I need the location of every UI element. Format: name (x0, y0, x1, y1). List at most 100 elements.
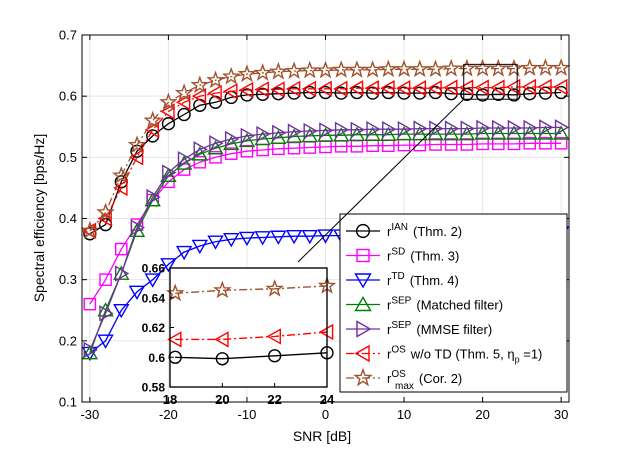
data-point (130, 219, 146, 236)
data-point (206, 70, 225, 89)
data-point (80, 220, 100, 239)
data-point (397, 120, 413, 138)
data-point (536, 58, 555, 76)
series-line (89, 67, 562, 232)
data-point (146, 188, 161, 206)
y-tick-label: 0.2 (59, 333, 77, 348)
inset-x-tick-label: 20 (215, 392, 229, 407)
legend-label-main: r (387, 322, 392, 337)
data-point (444, 138, 458, 151)
data-point (350, 121, 365, 139)
data-point (162, 164, 177, 181)
legend-label: rTD (Thm. 4) (387, 271, 459, 288)
data-point (300, 60, 320, 79)
data-point (143, 110, 162, 129)
data-point (507, 119, 523, 137)
data-point (128, 285, 146, 300)
data-point (160, 103, 175, 120)
data-point (473, 58, 492, 77)
inset-data-point (268, 349, 282, 363)
inset-series-line (175, 352, 328, 360)
data-point (284, 61, 304, 79)
data-point (364, 80, 379, 97)
data-point (97, 302, 114, 317)
x-tick-label: -10 (238, 407, 257, 422)
data-point (112, 165, 131, 184)
zoom-connector-line (297, 98, 465, 263)
data-point (221, 66, 241, 85)
data-point (83, 341, 98, 359)
data-point (238, 81, 254, 99)
y-tick-label: 0.4 (59, 211, 77, 226)
data-point (175, 245, 193, 261)
legend-label-main: r (387, 249, 392, 264)
inset-y-tick-label: 0.6 (148, 351, 165, 365)
legend-label-main: r (387, 371, 392, 386)
data-point (413, 120, 428, 137)
data-point (441, 58, 461, 77)
legend-marker (354, 295, 372, 312)
data-point (240, 127, 256, 145)
series-sep-4 (83, 119, 570, 359)
data-point (270, 81, 285, 98)
data-point (240, 144, 254, 158)
legend-label-rest: (Cor. 2) (419, 371, 462, 386)
data-point (458, 126, 476, 141)
data-point (333, 80, 348, 98)
data-point (492, 119, 507, 137)
data-point (193, 155, 207, 169)
inset-y-tick-label: 0.64 (142, 291, 166, 305)
y-tick-label: 0.1 (59, 395, 77, 410)
data-point (504, 58, 524, 77)
data-point (319, 122, 334, 139)
data-point (127, 135, 147, 153)
legend-label-sup: TD (391, 271, 404, 282)
data-point (394, 59, 414, 78)
data-point (460, 120, 475, 137)
data-point (193, 141, 208, 158)
inset-frame (169, 267, 328, 388)
data-point (207, 140, 224, 155)
data-point (521, 78, 537, 96)
inset-series-line (175, 331, 328, 341)
data-point (444, 120, 460, 137)
data-point (523, 119, 538, 137)
data-point (537, 78, 552, 96)
legend-label-sup: SEP (391, 296, 411, 307)
data-point (316, 60, 335, 79)
data-point (364, 126, 381, 142)
data-point (303, 122, 318, 140)
data-point (334, 121, 350, 139)
legend-label-sup: OS (391, 369, 406, 380)
y-tick-label: 0.5 (59, 150, 77, 165)
legend-label-rest: (Thm. 3) (410, 249, 459, 264)
data-point (476, 119, 491, 137)
data-point (523, 136, 537, 150)
legend-label-rest: (Thm. 2) (413, 224, 462, 239)
data-point (270, 230, 287, 245)
legend: rIAN (Thm. 2)rSD (Thm. 3)rTD (Thm. 4)rSEP (M… (339, 213, 568, 393)
legend-label: rSEP (MMSE filter) (387, 320, 492, 337)
data-point (457, 58, 477, 77)
legend-label-rest: (Matched filter) (416, 298, 503, 313)
data-point (113, 179, 128, 197)
legend-marker (355, 223, 371, 239)
legend-label: rSEP (Matched filter) (387, 296, 503, 313)
series-os-6 (80, 58, 571, 239)
data-point (395, 80, 411, 97)
legend-label-main: r (387, 273, 392, 288)
x-tick-label: 10 (397, 407, 411, 422)
data-point (144, 273, 161, 288)
data-point (554, 119, 570, 136)
data-point (191, 239, 209, 255)
data-point (317, 80, 332, 98)
inset-y-tick-label: 0.62 (142, 321, 166, 335)
inset-data-point (215, 352, 229, 366)
legend-label: rIAN (Thm. 2) (387, 222, 462, 239)
data-point (366, 120, 381, 138)
data-point (113, 265, 130, 280)
data-point (442, 126, 460, 141)
y-axis-label: Spectral efficiency [bps/Hz] (31, 134, 47, 303)
legend-marker (354, 344, 370, 363)
y-tick-label: 0.7 (59, 28, 77, 43)
